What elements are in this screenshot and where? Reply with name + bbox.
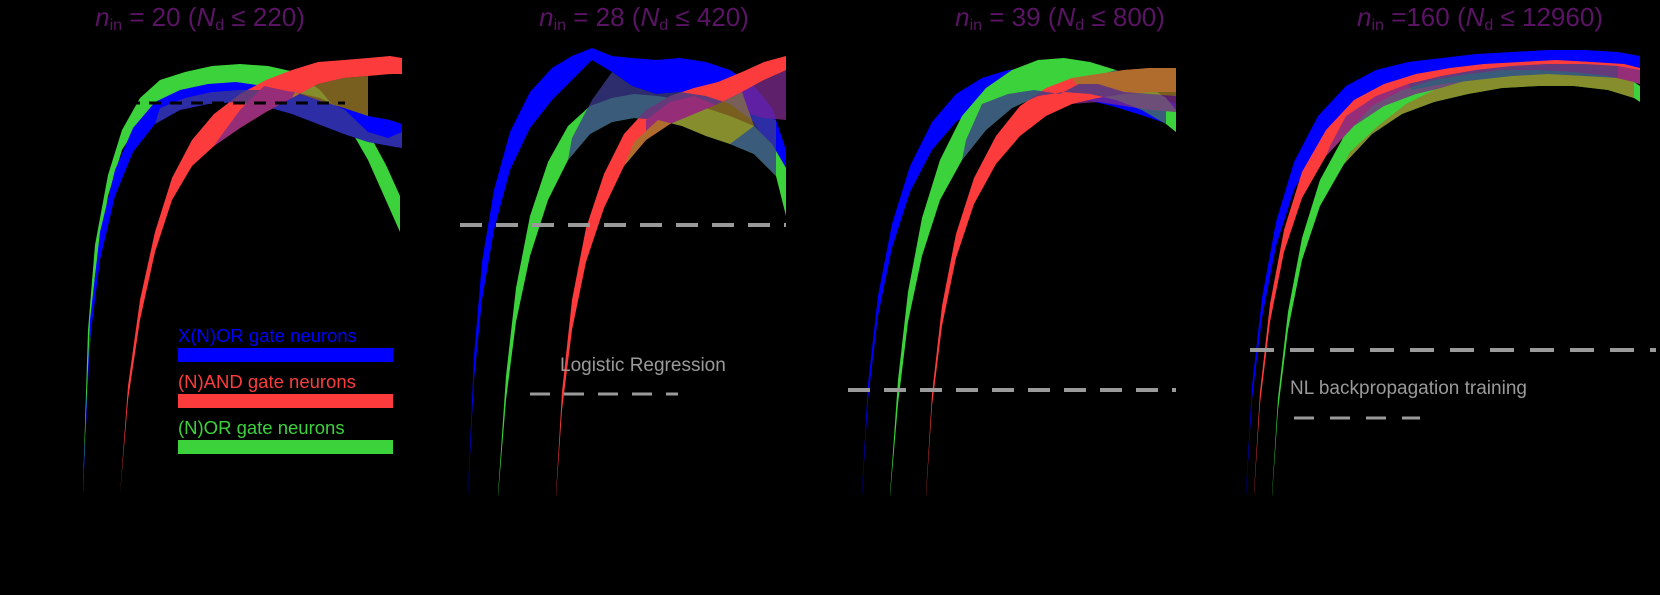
legend-swatch-nor xyxy=(178,440,393,454)
panel-2-overlaps xyxy=(568,70,786,176)
panel-4-title-suffix: ≤ 12960) xyxy=(1493,2,1603,32)
panel-1-band-nand xyxy=(120,56,402,495)
panel-2-title-N: N xyxy=(640,2,660,32)
panel-2-band-nand xyxy=(556,56,786,497)
panel-1-plot xyxy=(83,56,402,495)
panel-4-band-xnor xyxy=(1246,50,1640,495)
panel-1-title-n: n xyxy=(95,2,110,32)
panel-2-title-n: n xyxy=(539,2,554,32)
panel-1-title-sub: in xyxy=(109,17,123,34)
panel-3-title-n: n xyxy=(955,2,970,32)
legend-swatch-xnor xyxy=(178,348,393,362)
panel-3-title-suffix: ≤ 800) xyxy=(1084,2,1165,32)
panel-3-band-nand xyxy=(926,68,1176,497)
panel-1-title-Nsub: d xyxy=(215,17,225,34)
panel-4-title-n: n xyxy=(1357,2,1372,32)
panel-2-title-sub: in xyxy=(553,17,567,34)
panel-4-title-N: N xyxy=(1465,2,1485,32)
panel-3-title-Nsub: d xyxy=(1075,17,1085,34)
panel-4-overlaps xyxy=(1326,64,1640,164)
legend-entry-nor: (N)OR gate neurons xyxy=(178,417,408,454)
panel-2-plot xyxy=(460,48,786,497)
panel-3: nin = 39 (Nd ≤ 800) xyxy=(820,0,1220,595)
panel-2-title: nin = 28 (Nd ≤ 420) xyxy=(444,2,844,35)
panel-2-title-suffix: ≤ 420) xyxy=(668,2,749,32)
panel-1-band-xnor xyxy=(83,82,402,492)
legend-entry-xnor: X(N)OR gate neurons xyxy=(178,325,408,362)
panel-1: nin = 20 (Nd ≤ 220) X(N)OR gate neurons xyxy=(0,0,420,595)
panel-3-title-mid: = 39 ( xyxy=(982,2,1057,32)
panel-2-title-Nsub: d xyxy=(659,17,669,34)
panel-4-band-nand xyxy=(1254,60,1640,495)
annotation-nl-backpropagation: NL backpropagation training xyxy=(1290,378,1527,399)
legend: X(N)OR gate neurons (N)AND gate neurons … xyxy=(178,325,408,463)
legend-label-xnor: X(N)OR gate neurons xyxy=(178,325,357,346)
legend-label-nand: (N)AND gate neurons xyxy=(178,371,356,392)
panel-1-title-mid: = 20 ( xyxy=(122,2,197,32)
panel-4-title-sub: in xyxy=(1371,17,1384,34)
panel-3-title-N: N xyxy=(1056,2,1076,32)
panel-2-band-nor xyxy=(498,94,786,497)
legend-swatch-nand xyxy=(178,394,393,408)
annotation-logistic-regression: Logistic Regression xyxy=(560,355,726,376)
panel-4: nin =160 (Nd ≤ 12960) NL backpropagation… xyxy=(1220,0,1660,595)
panel-3-plot xyxy=(848,58,1176,497)
panel-1-title-N: N xyxy=(196,2,216,32)
panel-1-title-suffix: ≤ 220) xyxy=(224,2,305,32)
panel-1-title: nin = 20 (Nd ≤ 220) xyxy=(0,2,410,35)
panel-2: nin = 28 (Nd ≤ 420) Logistic Regression xyxy=(420,0,820,595)
panel-3-title-sub: in xyxy=(969,17,983,34)
legend-entry-nand: (N)AND gate neurons xyxy=(178,371,408,408)
panel-3-overlaps xyxy=(962,68,1176,160)
panel-4-title: nin =160 (Nd ≤ 12960) xyxy=(1260,2,1660,35)
panel-2-title-mid: = 28 ( xyxy=(566,2,641,32)
legend-label-nor: (N)OR gate neurons xyxy=(178,417,345,438)
panel-3-title: nin = 39 (Nd ≤ 800) xyxy=(860,2,1260,35)
panel-4-title-mid: =160 ( xyxy=(1383,2,1466,32)
panel-4-title-Nsub: d xyxy=(1484,17,1494,34)
panel-4-plot xyxy=(1246,50,1656,497)
